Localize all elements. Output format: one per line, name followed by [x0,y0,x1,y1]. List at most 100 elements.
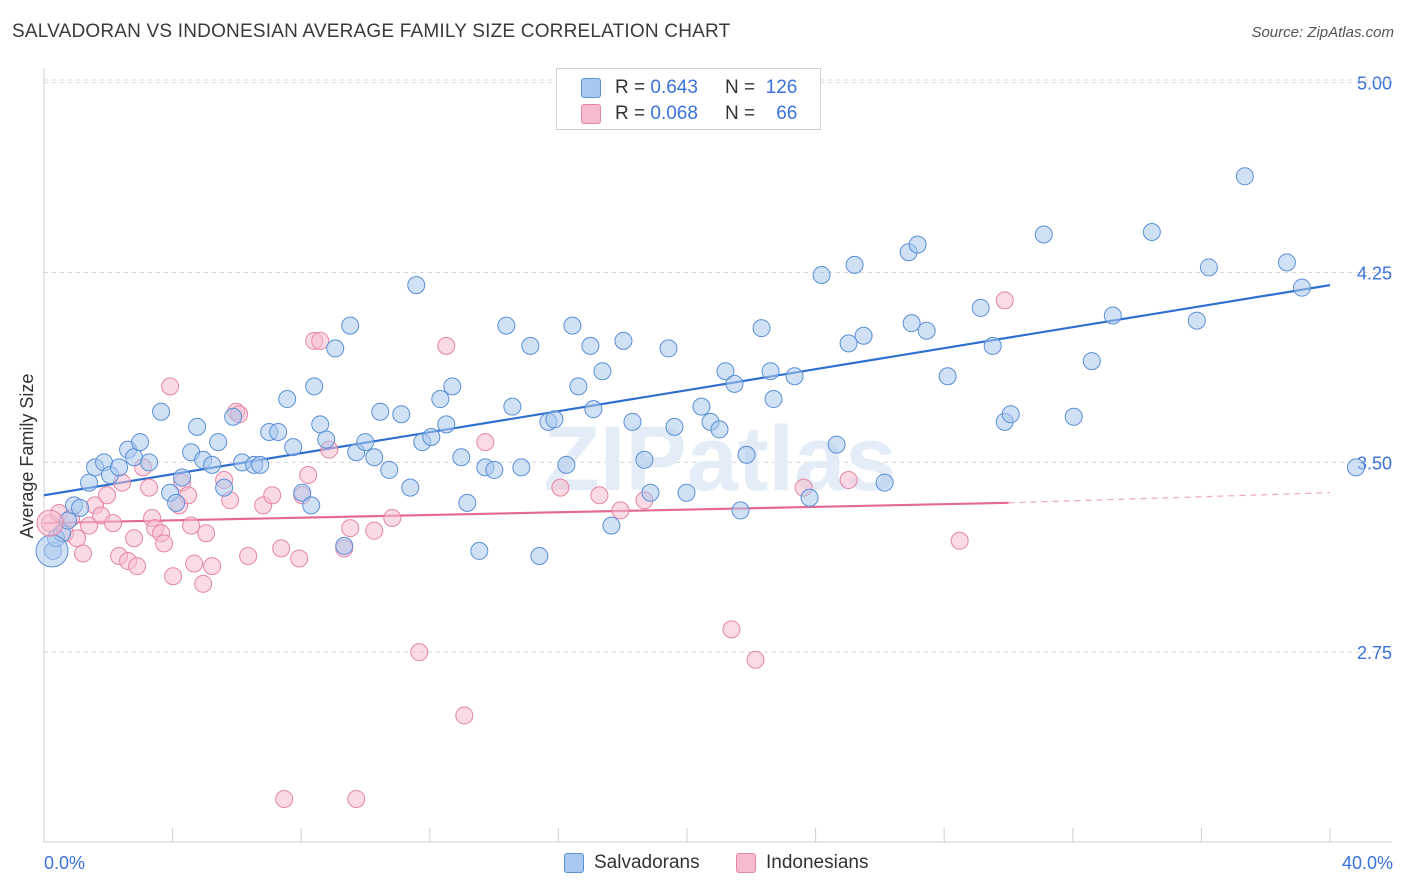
r-label: R = [615,77,646,98]
salvadoran-point [251,455,270,474]
salvadoran-point [1064,407,1083,426]
salvadoran-point [341,316,360,335]
salvadoran-point [839,334,858,353]
salvadoran-point [512,458,531,477]
indonesians-swatch [581,104,601,124]
points-layer [35,167,1365,808]
salvadoran-point [1346,458,1365,477]
salvadorans-swatch [581,78,601,98]
indonesian-point [182,516,201,535]
salvadoran-point [692,397,711,416]
salvadoran-point [110,458,129,477]
salvadoran-point [737,445,756,464]
salvadoran-point [623,412,642,431]
legend-row-indonesians: R = 0.068 N = 66 [581,102,797,126]
indonesian-point [155,534,174,553]
indonesian-point [161,377,180,396]
r-value: 0.643 [650,77,698,98]
salvadoran-point [917,321,936,340]
y-tick-label: 2.75 [1357,643,1392,663]
indonesian-point [383,509,402,528]
salvadoran-point [677,483,696,502]
salvadoran-point [497,316,516,335]
salvadoran-point [845,255,864,274]
legend-label: Salvadorans [594,852,700,873]
y-tick-label: 4.25 [1357,263,1392,283]
indonesian-point [185,554,204,573]
salvadoran-point [365,448,384,467]
salvadoran-point [284,438,303,457]
indonesian-point [290,549,309,568]
salvadoran-point [224,407,243,426]
salvadoran-point [173,468,192,487]
indonesian-point [590,486,609,505]
salvadoran-point [326,339,345,358]
indonesian-point [299,465,318,484]
legend-item-indonesians[interactable]: Indonesians [736,852,868,874]
indonesian-point [164,567,183,586]
indonesian-point [455,706,474,725]
salvadoran-point [764,390,783,409]
salvadorans-swatch [564,853,584,873]
legend-item-salvadorans[interactable]: Salvadorans [564,852,700,874]
salvadoran-point [485,460,504,479]
indonesian-point [311,331,330,350]
salvadoran-point [422,428,441,447]
salvadoran-point [854,326,873,345]
salvadoran-point [761,362,780,381]
salvadoran-point [125,448,144,467]
salvadoran-point [458,493,477,512]
salvadoran-point [602,516,621,535]
indonesian-point [140,478,159,497]
salvadoran-point [1277,253,1296,272]
axis-layer [43,68,1392,843]
indonesian-point [347,789,366,808]
salvadoran-point [1001,405,1020,424]
salvadoran-point [569,377,588,396]
indonesian-point [68,529,87,548]
n-value: 66 [776,103,798,124]
salvadoran-point [278,390,297,409]
r-value: 0.068 [650,103,698,124]
indonesian-point [722,620,741,639]
salvadoran-point [1103,306,1122,325]
indonesian-point [746,650,765,669]
indonesian-point [365,521,384,540]
salvadoran-point [35,534,69,568]
salvadoran-point [380,460,399,479]
n-label: N = [724,103,756,124]
salvadoran-point [665,417,684,436]
salvadoran-point [827,435,846,454]
indonesian-point [203,557,222,576]
salvadoran-point [581,336,600,355]
salvadoran-point [209,433,228,452]
y-tick-label: 3.50 [1357,453,1392,473]
salvadoran-point [902,314,921,333]
indonesian-point [239,546,258,565]
salvadoran-point [800,488,819,507]
salvadoran-point [1142,222,1161,241]
salvadoran-point [152,402,171,421]
salvadoran-point [614,331,633,350]
n-label: N = [724,77,756,98]
salvadoran-point [908,235,927,254]
indonesian-point [272,539,291,558]
salvadoran-point [131,433,150,452]
indonesian-point [98,486,117,505]
salvadoran-point [431,390,450,409]
salvadoran-point [752,319,771,338]
r-label: R = [615,103,646,124]
indonesian-point [839,471,858,490]
indonesian-point [197,524,216,543]
salvadoran-point [1187,311,1206,330]
salvadoran-point [875,473,894,492]
salvadoran-point [635,450,654,469]
salvadoran-point [983,336,1002,355]
indonesian-point [194,574,213,593]
n-value: 126 [765,77,798,98]
salvadoran-point [557,455,576,474]
salvadoran-point [392,405,411,424]
salvadoran-point [785,367,804,386]
salvadoran-point [971,298,990,317]
indonesian-point [80,516,99,535]
